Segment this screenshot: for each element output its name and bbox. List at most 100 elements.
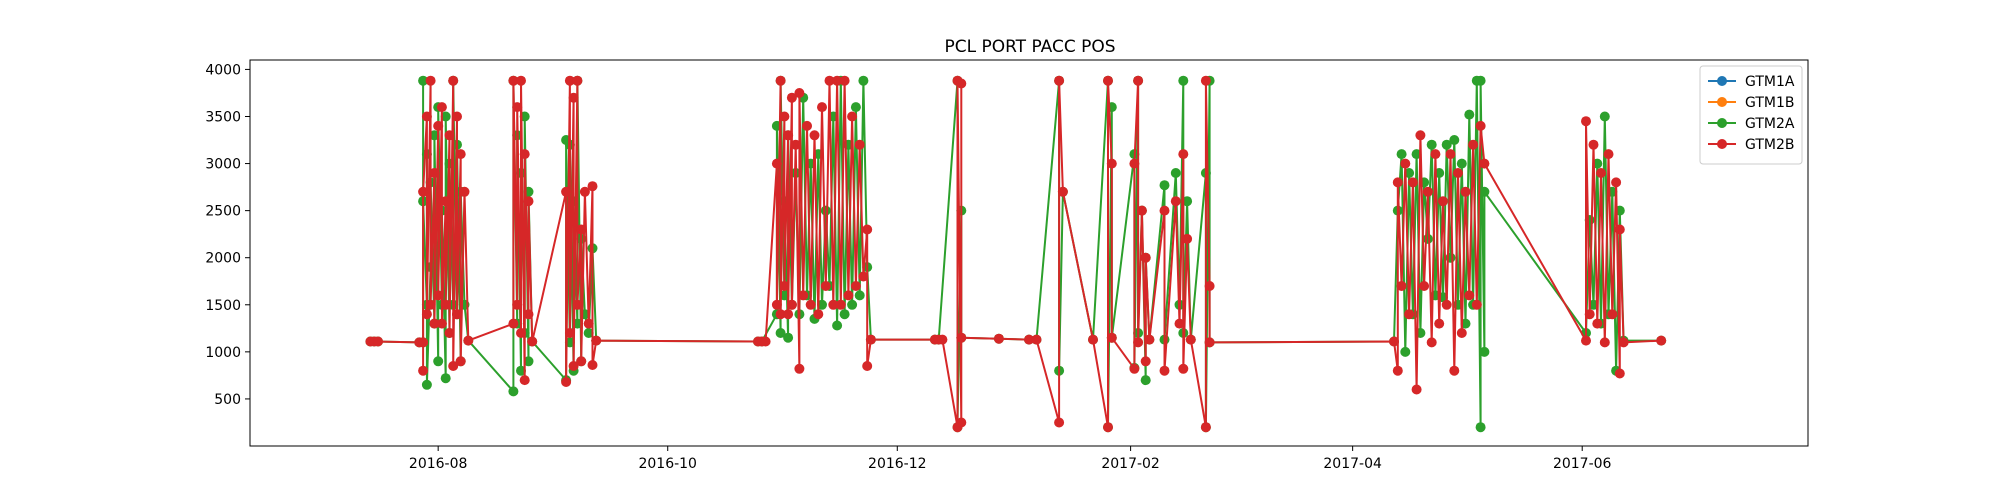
data-point	[1588, 139, 1599, 150]
data-point	[1449, 365, 1460, 376]
data-point	[1468, 139, 1479, 150]
data-point	[1057, 186, 1068, 197]
data-point	[835, 299, 846, 310]
legend-label: GTM1A	[1745, 74, 1795, 90]
data-point	[421, 309, 432, 320]
data-point	[847, 299, 858, 310]
data-point	[820, 205, 831, 216]
data-point	[1471, 299, 1482, 310]
data-point	[850, 281, 861, 291]
data-point	[854, 290, 865, 301]
data-point	[519, 149, 530, 160]
data-point	[1054, 75, 1065, 86]
data-point	[1441, 299, 1452, 310]
data-point	[1581, 116, 1591, 127]
data-point	[452, 111, 462, 122]
data-point	[802, 120, 812, 131]
data-point	[1159, 365, 1170, 376]
data-point	[993, 333, 1004, 344]
data-point	[455, 149, 466, 160]
data-point	[561, 186, 572, 197]
data-point	[824, 75, 835, 86]
data-point	[463, 335, 474, 346]
data-point	[1422, 186, 1433, 197]
data-point	[433, 120, 444, 131]
data-point	[1475, 422, 1486, 433]
data-point	[1596, 168, 1606, 178]
y-tick-label: 3500	[205, 109, 241, 125]
data-point	[1133, 337, 1144, 348]
data-point	[1024, 334, 1034, 345]
data-point	[858, 271, 869, 282]
x-tick-label: 2016-10	[638, 456, 697, 472]
data-point	[779, 111, 790, 122]
legend-item-gtm1b: GTM1B	[1708, 95, 1795, 111]
data-point	[1614, 368, 1625, 379]
data-point	[775, 328, 786, 338]
data-point	[1656, 335, 1667, 346]
data-point	[425, 75, 436, 86]
data-point	[1464, 290, 1475, 301]
data-point	[429, 318, 440, 329]
data-point	[1407, 177, 1418, 188]
data-point	[523, 356, 534, 367]
data-point	[440, 196, 451, 207]
data-point	[1054, 417, 1065, 428]
data-point	[786, 299, 797, 310]
data-point	[1178, 149, 1189, 160]
data-point	[1174, 318, 1185, 329]
data-point	[828, 299, 839, 310]
data-point	[771, 299, 782, 310]
data-point	[1400, 346, 1411, 357]
data-point	[1430, 149, 1441, 160]
data-point	[1456, 158, 1467, 169]
data-point	[775, 75, 786, 86]
data-point	[937, 334, 948, 345]
data-point	[576, 356, 587, 367]
data-point	[425, 299, 436, 310]
y-tick-label: 1500	[205, 298, 241, 314]
data-point	[1144, 334, 1155, 345]
data-point	[508, 318, 519, 329]
data-point	[843, 290, 854, 301]
data-point	[373, 336, 383, 347]
data-point	[1182, 233, 1193, 244]
data-point	[576, 224, 587, 235]
legend-swatch-marker	[1717, 97, 1727, 107]
data-point	[1415, 130, 1426, 141]
data-point	[440, 299, 451, 310]
data-point	[1140, 356, 1151, 367]
data-point	[523, 309, 534, 320]
data-point	[1088, 334, 1098, 345]
x-tick-label: 2016-12	[868, 456, 927, 472]
data-point	[850, 102, 861, 113]
data-point	[568, 92, 579, 103]
data-point	[508, 386, 519, 397]
data-point	[783, 309, 794, 320]
data-point	[421, 379, 432, 390]
legend-swatch-marker	[1717, 118, 1727, 128]
data-point	[444, 328, 455, 338]
data-point	[1611, 177, 1622, 188]
data-point	[587, 181, 598, 192]
series-line-gtm2b	[370, 79, 1662, 429]
data-point	[1129, 363, 1140, 374]
data-point	[1584, 309, 1595, 320]
data-point	[1603, 149, 1614, 160]
plot-frame	[249, 59, 1809, 447]
data-point	[1129, 158, 1140, 169]
data-point	[1592, 318, 1603, 329]
data-point	[779, 281, 790, 291]
data-point	[527, 336, 538, 347]
data-point	[1185, 334, 1196, 345]
data-point	[429, 130, 440, 141]
data-point	[862, 361, 873, 371]
data-point	[1411, 384, 1422, 395]
data-point	[1392, 177, 1403, 188]
data-point	[783, 332, 794, 343]
data-point	[436, 318, 447, 329]
data-point	[572, 299, 583, 310]
data-point	[956, 332, 967, 343]
data-point	[839, 309, 850, 320]
